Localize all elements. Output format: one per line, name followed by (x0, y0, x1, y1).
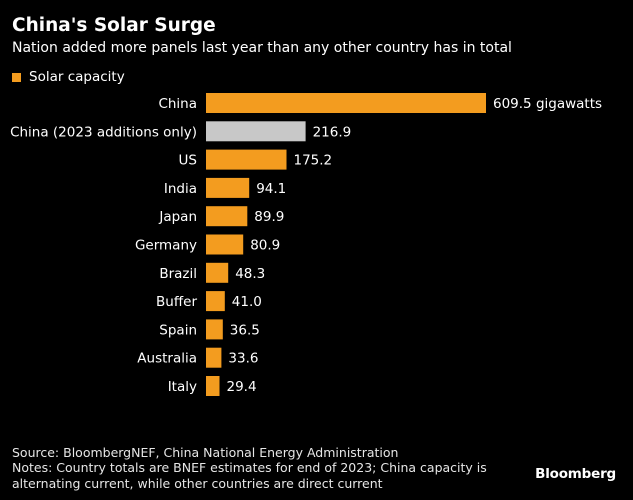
value-label-3: 94.1 (256, 181, 286, 197)
category-label-9: Australia (137, 351, 197, 367)
value-label-10: 29.4 (227, 379, 257, 395)
value-label-4: 89.9 (254, 209, 284, 225)
value-label-9: 33.6 (228, 351, 258, 367)
category-label-1: China (2023 additions only) (10, 124, 197, 140)
bar-2 (206, 149, 287, 170)
bar-4 (206, 206, 248, 227)
bar-10 (206, 376, 220, 396)
value-label-8: 36.5 (230, 322, 260, 338)
category-label-7: Buffer (156, 294, 197, 310)
bar-8 (206, 319, 223, 340)
category-label-2: US (179, 153, 197, 169)
bar-1 (206, 121, 306, 142)
bar-5 (206, 234, 244, 255)
value-label-0: 609.5 gigawatts (493, 96, 602, 112)
category-label-8: Spain (159, 322, 197, 338)
category-label-10: Italy (168, 379, 197, 395)
category-label-5: Germany (135, 238, 197, 254)
chart-legend: Solar capacity (12, 69, 125, 85)
chart-title: China's Solar Surge (12, 15, 216, 36)
bar-3 (206, 177, 250, 198)
category-label-4: Japan (158, 209, 197, 225)
bar-7 (206, 291, 225, 312)
category-label-3: India (164, 181, 197, 197)
source-text: Source: BloombergNEF, China National Ene… (12, 445, 399, 460)
category-label-6: Brazil (159, 266, 197, 282)
value-label-2: 175.2 (294, 153, 333, 169)
value-label-1: 216.9 (313, 124, 352, 140)
chart-notes: Source: BloombergNEF, China National Ene… (12, 445, 487, 491)
notes-line-1: Notes: Country totals are BNEF estimates… (12, 460, 487, 476)
bar-0 (206, 93, 486, 113)
bar-6 (206, 262, 229, 283)
category-label-0: China (158, 96, 197, 112)
value-label-7: 41.0 (232, 294, 262, 310)
legend-label: Solar capacity (29, 69, 125, 85)
value-label-6: 48.3 (235, 266, 265, 282)
notes-line-2: alternating current, while other countri… (12, 475, 383, 491)
legend-swatch (12, 72, 21, 82)
bloomberg-logo: Bloomberg (535, 466, 616, 482)
chart-subtitle: Nation added more panels last year than … (12, 40, 512, 56)
bar-9 (206, 347, 222, 368)
value-label-5: 80.9 (250, 238, 280, 254)
